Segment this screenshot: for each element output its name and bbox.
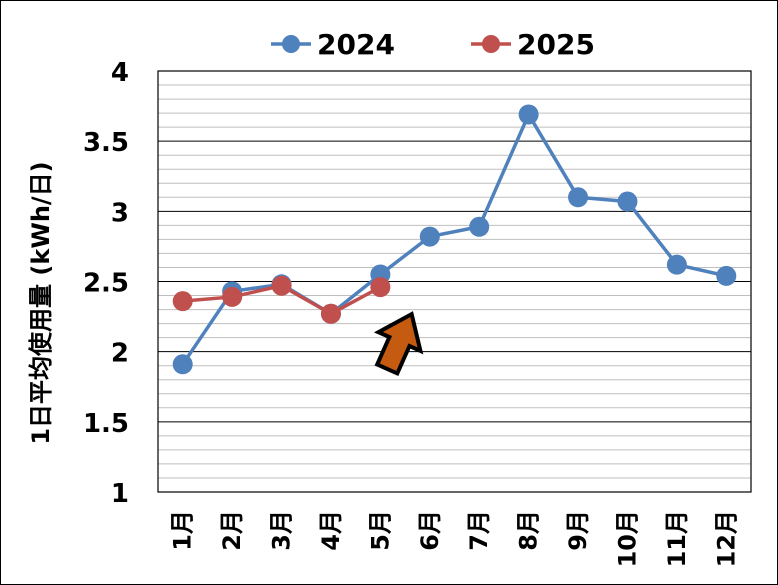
data-point-2024 xyxy=(666,254,687,275)
x-tick-label: 4月 xyxy=(317,510,345,551)
plot-area: 1 1.5 2 2.5 3 3.5 4 1月 2月 3月 4月 5月 6月 7月 8月 9月 10月 11月 12月 xyxy=(83,58,752,567)
arrow-shape xyxy=(373,311,424,377)
x-tick-label: 12月 xyxy=(712,510,740,567)
x-tick-label: 6月 xyxy=(416,510,444,551)
y-tick-label: 3 xyxy=(111,198,129,228)
data-point-2025 xyxy=(172,291,193,312)
data-point-2025 xyxy=(222,286,243,307)
y-axis-label: 1日平均使用量 (kWh/日) xyxy=(27,161,55,444)
x-tick-label: 10月 xyxy=(613,510,641,567)
plot-border xyxy=(157,70,752,493)
y-tick-label: 2.5 xyxy=(83,269,129,299)
data-point-2024 xyxy=(617,191,638,212)
data-point-2024 xyxy=(172,354,193,375)
legend: 2024 2025 xyxy=(271,28,595,61)
data-point-2024 xyxy=(568,187,589,208)
data-point-2024 xyxy=(716,265,737,286)
data-point-2024 xyxy=(419,226,440,247)
y-tick-label: 1 xyxy=(111,479,129,509)
x-tick-label: 5月 xyxy=(366,510,394,551)
y-tick-label: 4 xyxy=(111,58,129,88)
x-tick-label: 9月 xyxy=(564,510,592,551)
data-point-2024 xyxy=(469,216,490,237)
x-tick-label: 11月 xyxy=(663,510,691,567)
y-tick-label: 2 xyxy=(111,339,129,369)
legend-label: 2024 xyxy=(317,28,395,61)
x-tick-label: 3月 xyxy=(268,510,296,551)
data-point-2024 xyxy=(518,104,539,125)
x-tick-label: 7月 xyxy=(465,510,493,551)
x-tick-label: 2月 xyxy=(218,510,246,551)
data-point-2025 xyxy=(271,275,292,296)
legend-marker xyxy=(282,35,300,53)
legend-marker xyxy=(482,35,500,53)
data-point-2025 xyxy=(320,303,341,324)
x-tick-label: 1月 xyxy=(169,510,197,551)
legend-label: 2025 xyxy=(517,28,595,61)
annotation-arrow xyxy=(373,311,424,377)
x-tick-label: 8月 xyxy=(515,510,543,551)
y-tick-label: 1.5 xyxy=(83,409,129,439)
y-tick-label: 3.5 xyxy=(83,128,129,158)
data-point-2025 xyxy=(370,277,391,298)
